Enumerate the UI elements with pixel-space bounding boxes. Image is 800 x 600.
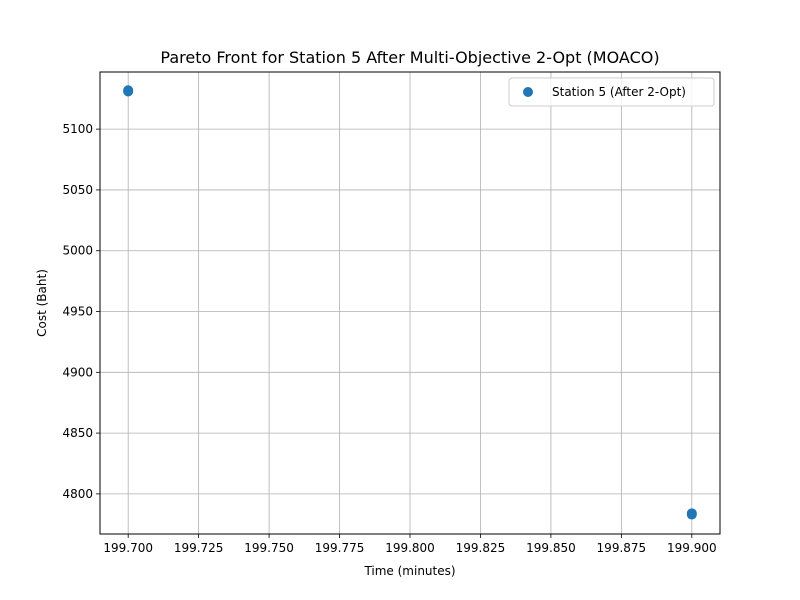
y-axis-ticks: 4800 4850 4900 4950 5000 5050 5100 <box>62 122 100 501</box>
x-tick-label: 199.775 <box>315 541 365 555</box>
legend-label: Station 5 (After 2-Opt) <box>552 85 686 99</box>
x-axis-title: Time (minutes) <box>363 564 455 578</box>
x-tick-label: 199.725 <box>174 541 224 555</box>
data-point <box>686 509 697 520</box>
legend-box <box>508 77 715 107</box>
x-tick-label: 199.825 <box>456 541 506 555</box>
x-tick-label: 199.850 <box>526 541 576 555</box>
x-tick-label: 199.875 <box>597 541 647 555</box>
y-tick-label: 5000 <box>62 244 93 258</box>
legend-marker <box>523 87 533 97</box>
y-tick-label: 4850 <box>62 426 93 440</box>
x-tick-label: 199.800 <box>385 541 435 555</box>
data-points <box>123 85 697 520</box>
legend: Station 5 (After 2-Opt) <box>508 77 715 107</box>
chart-title: Pareto Front for Station 5 After Multi-O… <box>160 48 659 67</box>
x-tick-label: 199.750 <box>244 541 294 555</box>
x-tick-label: 199.900 <box>667 541 717 555</box>
y-tick-label: 4950 <box>62 305 93 319</box>
y-tick-label: 4900 <box>62 365 93 379</box>
y-tick-label: 4800 <box>62 487 93 501</box>
y-tick-label: 5100 <box>62 122 93 136</box>
y-axis-title: Cost (Baht) <box>35 269 49 337</box>
data-point <box>123 86 134 97</box>
x-axis-ticks: 199.700 199.725 199.750 199.775 199.800 199.8… <box>103 534 717 555</box>
grid-lines <box>100 72 720 534</box>
y-tick-label: 5050 <box>62 183 93 197</box>
x-tick-label: 199.700 <box>103 541 153 555</box>
